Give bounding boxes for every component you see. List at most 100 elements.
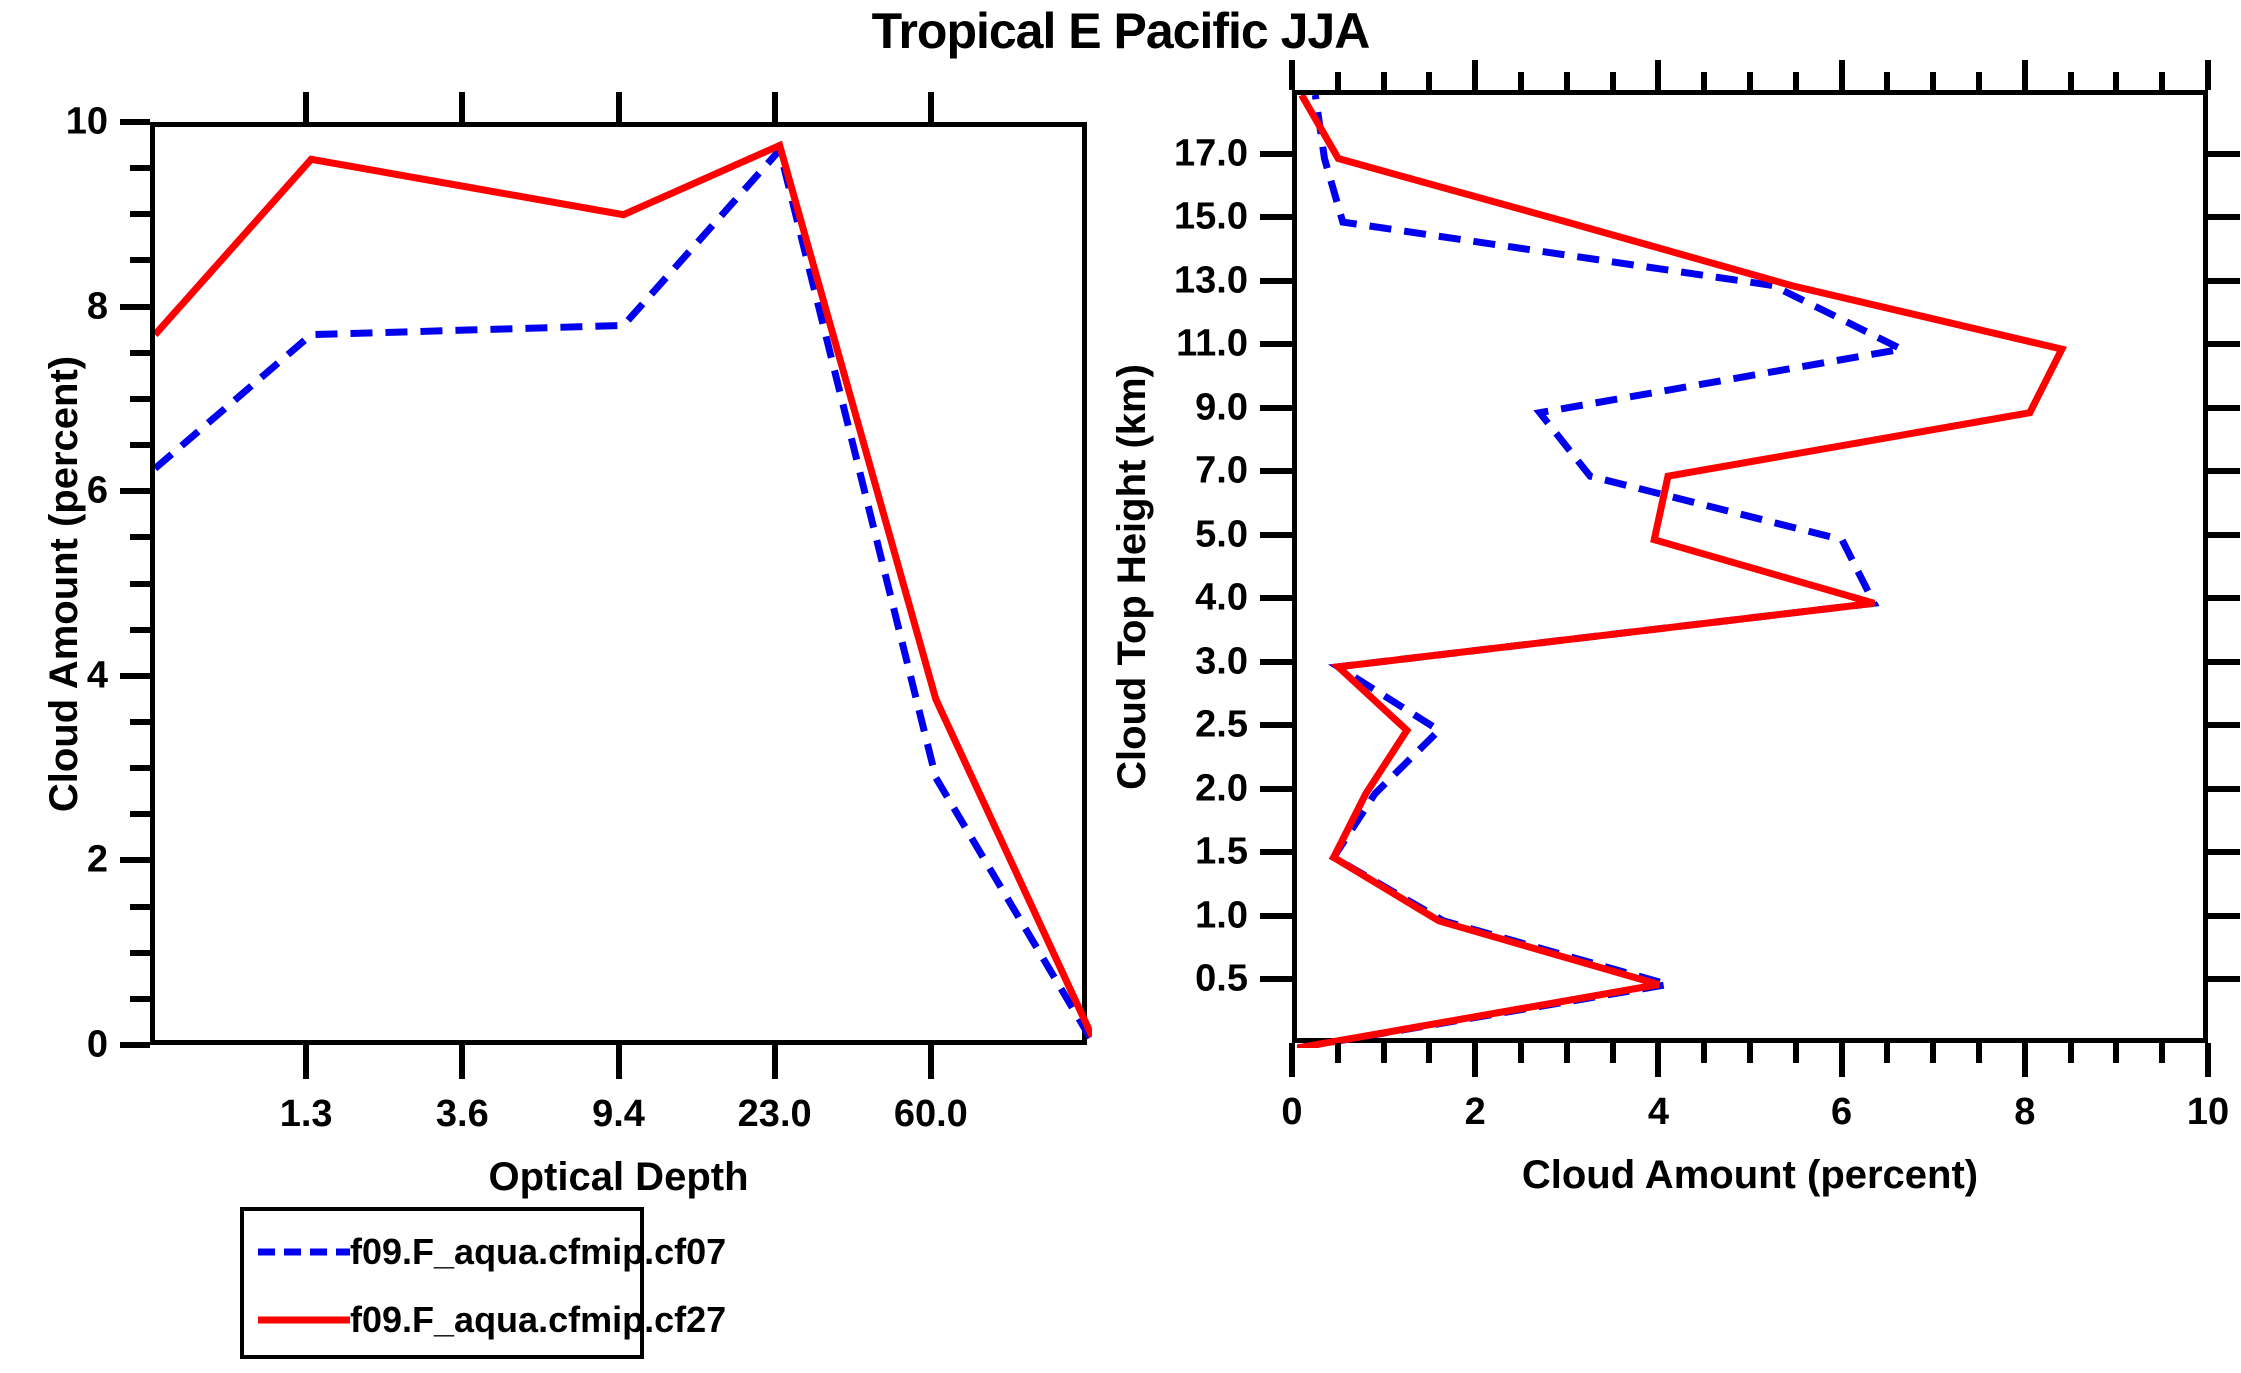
cloud-top-height-x-axis-title: Cloud Amount (percent) [1521,1153,1979,1197]
x-top-minor-tick [1334,72,1341,90]
y-major-tick [1260,658,1292,665]
x-top-major-tick [2205,60,2211,90]
cloud-top-height-plot-frame [1292,90,2208,1048]
x-minor-tick [2159,1043,2166,1063]
x-major-tick [1838,1043,1845,1077]
x-top-minor-tick [1701,72,1708,90]
y-minor-tick [130,949,150,956]
optical-depth-y-axis-title: Cloud Amount (percent) [42,355,86,812]
cloud-top-height-y-axis-title: Cloud Top Height (km) [1110,363,1154,790]
y-tick-label: 10 [65,100,108,143]
y-minor-tick [130,718,150,725]
y-major-tick [120,119,150,125]
x-top-major-tick [1472,60,1479,90]
optical-depth-x-axis-title: Optical Depth [488,1155,749,1199]
x-tick-label: 8 [2014,1091,2036,1133]
y-tick-label: 4.0 [1195,576,1248,619]
cloud-top-height-plot-area [1297,95,2067,1048]
x-minor-tick [1563,1043,1570,1063]
x-tick-label: 9.4 [592,1093,645,1135]
x-minor-tick [1976,1043,1982,1063]
x-tick-label: 0 [1281,1091,1303,1133]
y-major-tick [1260,277,1292,284]
x-major-tick [459,1045,466,1079]
y-right-major-tick [2208,595,2240,602]
y-right-major-tick [2208,785,2240,792]
y-tick-label: 0 [86,1023,108,1066]
y-tick-label: 1.0 [1195,894,1248,937]
x-top-minor-tick [1930,72,1937,90]
page-title: Tropical E Pacific JJA [871,3,1371,59]
y-major-tick [1260,468,1292,475]
y-tick-label: 8 [86,285,108,328]
legend-item-cf27[interactable]: f09.F_aqua.cfmip.cf27 [244,1291,726,1349]
y-tick-label: 13.0 [1174,259,1248,302]
y-major-tick [1260,150,1292,157]
y-major-tick [1260,214,1292,221]
x-top-minor-tick [1747,72,1753,90]
y-minor-tick [130,211,150,218]
y-tick-label: 3.0 [1195,640,1248,683]
y-minor-tick [130,580,150,587]
x-major-tick [1655,1043,1662,1077]
optical-depth-plot-frame [150,122,1092,1045]
x-top-minor-tick [1563,72,1570,90]
y-tick-label: 1.5 [1195,830,1248,873]
series-line-0 [1297,95,1913,1048]
series-line-1 [155,140,1092,1038]
y-tick-label: 2 [86,838,108,881]
x-tick-label: 2 [1464,1091,1486,1133]
y-major-tick [1260,531,1292,538]
optical-depth-plot-area [155,140,1092,1043]
y-right-major-tick [2208,531,2240,538]
y-tick-label: 5.0 [1195,513,1248,556]
y-minor-tick [130,995,150,1002]
x-top-tick [771,92,778,122]
y-major-tick [1260,976,1292,983]
y-tick-label: 7.0 [1195,449,1248,492]
legend-item-cf07[interactable]: f09.F_aqua.cfmip.cf07 [244,1223,726,1281]
y-tick-label: 17.0 [1174,132,1248,175]
y-tick-label: 15.0 [1174,195,1248,238]
y-right-major-tick [2208,214,2240,221]
x-tick-label: 60.0 [893,1093,968,1135]
x-major-tick [303,1045,310,1079]
y-major-tick [120,1042,150,1048]
y-minor-tick [130,811,150,818]
y-major-tick [1260,595,1292,602]
x-minor-tick [1747,1043,1753,1063]
y-right-major-tick [2208,150,2240,157]
x-minor-tick [2067,1043,2074,1063]
x-minor-tick [2113,1043,2120,1063]
x-top-minor-tick [1792,72,1799,90]
x-top-major-tick [1838,60,1845,90]
y-tick-label: 4 [86,654,108,697]
x-top-minor-tick [2159,72,2166,90]
y-minor-tick [130,534,150,541]
y-major-tick [1260,849,1292,856]
x-top-tick [927,92,934,122]
y-minor-tick [130,349,150,356]
x-top-minor-tick [1609,72,1616,90]
x-top-tick [303,92,310,122]
x-top-minor-tick [1976,72,1982,90]
x-tick-label: 4 [1647,1091,1669,1133]
legend-label-cf07: f09.F_aqua.cfmip.cf07 [350,1231,727,1272]
y-tick-label: 0.5 [1195,957,1248,1000]
x-major-tick [2205,1043,2211,1077]
x-top-tick [459,92,466,122]
x-minor-tick [1792,1043,1799,1063]
legend-label-cf27: f09.F_aqua.cfmip.cf27 [350,1299,727,1340]
x-tick-label: 3.6 [435,1093,489,1135]
x-minor-tick [1701,1043,1708,1063]
y-minor-tick [130,442,150,449]
series-line-1 [1297,95,2067,1048]
y-major-tick [1260,722,1292,729]
y-minor-tick [130,903,150,910]
y-major-tick [1260,912,1292,919]
y-minor-tick [130,765,150,772]
y-major-tick [120,857,150,864]
y-tick-label: 9.0 [1195,386,1248,429]
y-tick-label: 2.0 [1195,767,1248,810]
x-top-major-tick [1655,60,1662,90]
